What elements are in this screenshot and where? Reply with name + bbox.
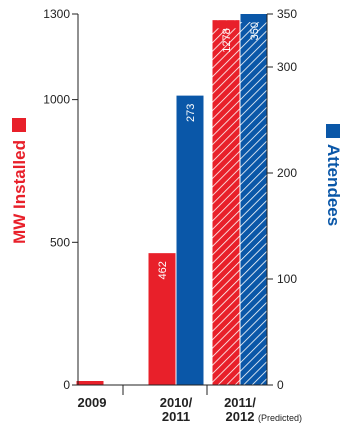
bar-mw-0 — [76, 381, 104, 385]
bar-mw-2 — [212, 20, 240, 385]
category-note-2: (Predicted) — [258, 413, 302, 423]
data-label-attendees-2: 350 — [249, 22, 261, 40]
category-label-1-line2: 2011 — [162, 409, 190, 424]
data-label-mw-2: 1278 — [221, 28, 233, 52]
right-tick-label-0: 0 — [277, 378, 284, 392]
right-tick-label-2: 200 — [277, 166, 297, 180]
category-label-2-line1: 2011/ — [224, 395, 256, 410]
bar-cap-mw-2 — [212, 20, 240, 29]
left-tick-label-2: 1000 — [43, 93, 70, 107]
right-tick-label-4: 350 — [277, 7, 297, 21]
category-label-2-line2: 2012 — [226, 409, 255, 424]
bar-attendees-1 — [176, 95, 204, 386]
left-tick-label-1: 500 — [50, 235, 70, 249]
category-label-0-line1: 2009 — [78, 395, 107, 410]
bar-attendees-2 — [240, 14, 268, 385]
data-label-attendees-1: 273 — [185, 104, 197, 122]
bar-mw-1 — [148, 253, 176, 385]
data-label-mw-0: 14 — [85, 389, 97, 401]
right-axis-legend-swatch — [326, 124, 340, 138]
bar-cap-attendees-2 — [240, 14, 268, 22]
category-label-1-line1: 2010/ — [160, 395, 193, 410]
right-axis-title: Attendees — [324, 144, 343, 226]
data-label-mw-1: 462 — [157, 261, 169, 279]
right-tick-label-3: 300 — [277, 60, 297, 74]
left-axis-title: MW Installed — [10, 140, 29, 244]
left-axis-legend-swatch — [12, 118, 26, 132]
right-tick-label-1: 100 — [277, 272, 297, 286]
left-tick-label-3: 1300 — [43, 7, 70, 21]
left-tick-label-0: 0 — [63, 378, 70, 392]
